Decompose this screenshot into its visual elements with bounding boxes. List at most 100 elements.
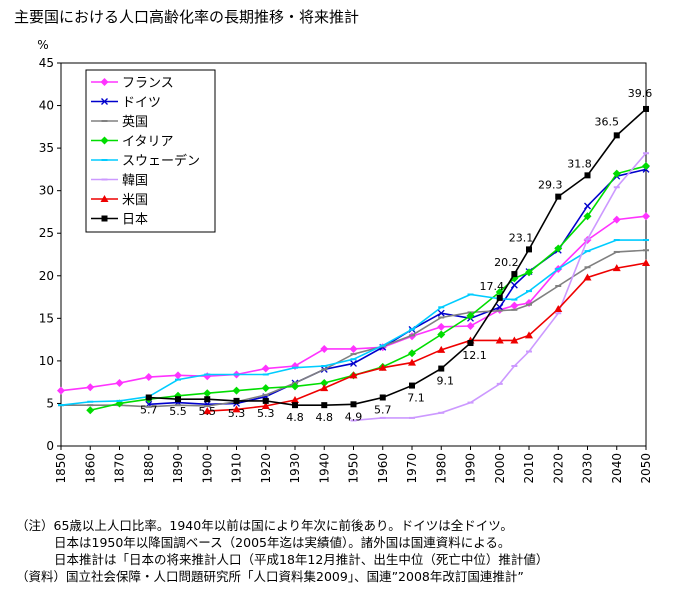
data-point [144, 373, 153, 382]
data-point [437, 330, 446, 339]
data-label: 17.4 [480, 280, 505, 293]
data-point [466, 311, 475, 320]
note-line-3: 日本推計は「日本の将来推計人口（平成18年12月推計、出生中位（死亡中位）推計値… [54, 552, 549, 567]
data-point [115, 379, 124, 388]
data-point [203, 372, 212, 381]
legend-label: 日本 [122, 213, 148, 228]
data-point [57, 386, 65, 395]
data-point [204, 396, 211, 403]
y-tick-label: 20 [39, 269, 54, 283]
legend-marker [101, 215, 108, 222]
x-tick-label: 2030 [581, 453, 595, 484]
data-point [613, 132, 620, 139]
data-point [437, 322, 446, 331]
data-point [510, 301, 519, 310]
y-tick-label: 45 [39, 56, 54, 70]
data-point [584, 202, 591, 210]
series-line [353, 152, 647, 422]
data-point [467, 340, 474, 347]
legend-label: 米国 [122, 193, 148, 208]
data-point [291, 382, 299, 391]
x-tick-label: 1970 [405, 453, 419, 484]
data-point [496, 294, 503, 301]
data-point [643, 105, 649, 112]
y-tick-label: 25 [39, 226, 54, 240]
y-axis-unit: % [37, 38, 48, 52]
x-tick-label: 2000 [493, 453, 507, 484]
data-point [495, 336, 504, 344]
data-label: 12.1 [462, 349, 487, 362]
legend-label: 韓国 [122, 174, 148, 189]
data-point [510, 336, 519, 344]
legend-item: 英国 [91, 115, 148, 130]
data-point [583, 212, 592, 221]
legend-marker [101, 98, 108, 105]
legend-label: イタリア [122, 135, 173, 150]
data-label: 20.2 [494, 256, 519, 269]
series-line [207, 262, 647, 412]
legend-item: イタリア [91, 135, 173, 150]
data-point [291, 396, 299, 404]
data-label: 5.5 [169, 405, 187, 418]
legend-marker [100, 136, 109, 145]
data-point [320, 384, 329, 392]
legend-label: ドイツ [122, 96, 161, 111]
data-label: 5.5 [199, 405, 217, 418]
data-point [642, 161, 650, 170]
x-tick-label: 1950 [347, 453, 361, 484]
x-tick-label: 2050 [639, 453, 653, 484]
data-point [233, 397, 240, 404]
data-point [232, 405, 241, 413]
x-tick-label: 2010 [522, 453, 536, 484]
x-tick-label: 1890 [171, 453, 185, 484]
data-point [525, 331, 533, 339]
data-point [510, 281, 518, 289]
data-point [379, 394, 386, 401]
data-point [438, 365, 445, 372]
data-point [261, 384, 270, 393]
series-line [60, 215, 647, 392]
data-point [496, 303, 504, 311]
data-point [203, 389, 212, 398]
series-line [61, 249, 647, 408]
x-tick-label: 1930 [288, 453, 302, 484]
series-5 [58, 239, 649, 407]
data-point [261, 401, 270, 409]
x-tick-label: 1980 [434, 453, 448, 484]
data-point [145, 394, 152, 401]
data-point [378, 363, 387, 371]
x-tick-label: 1920 [259, 453, 273, 484]
data-point [349, 344, 358, 353]
data-point [642, 259, 650, 267]
data-point [554, 304, 563, 312]
legend-item: 米国 [91, 193, 148, 208]
data-point [261, 364, 270, 373]
data-label: 4.8 [316, 411, 334, 424]
data-point [175, 396, 181, 403]
data-point [437, 345, 446, 353]
series-line [148, 168, 647, 406]
data-point [86, 406, 95, 415]
data-point [408, 349, 416, 358]
x-tick-label: 1900 [200, 453, 214, 484]
data-point [409, 382, 415, 389]
legend-label: 英国 [122, 115, 148, 130]
data-point [466, 321, 475, 330]
x-tick-label: 1910 [230, 453, 244, 484]
x-tick-label: 1860 [83, 453, 97, 484]
data-point [292, 402, 298, 409]
legend-marker [100, 78, 109, 86]
y-tick-label: 5 [46, 396, 54, 410]
legend-item: 韓国 [91, 174, 148, 189]
x-tick-label: 1960 [376, 453, 390, 484]
data-point [174, 371, 182, 380]
note-line-1: （注）65歳以上人口比率。1940年以前は国により年次に前後あり。ドイツは全ドイ… [16, 518, 513, 533]
legend-label: スウェーデン [122, 153, 200, 169]
series-6 [350, 152, 649, 422]
data-point [86, 383, 95, 392]
data-point [232, 386, 241, 395]
data-point [555, 193, 562, 200]
data-point [437, 309, 445, 317]
x-tick-label: 1990 [464, 453, 478, 484]
